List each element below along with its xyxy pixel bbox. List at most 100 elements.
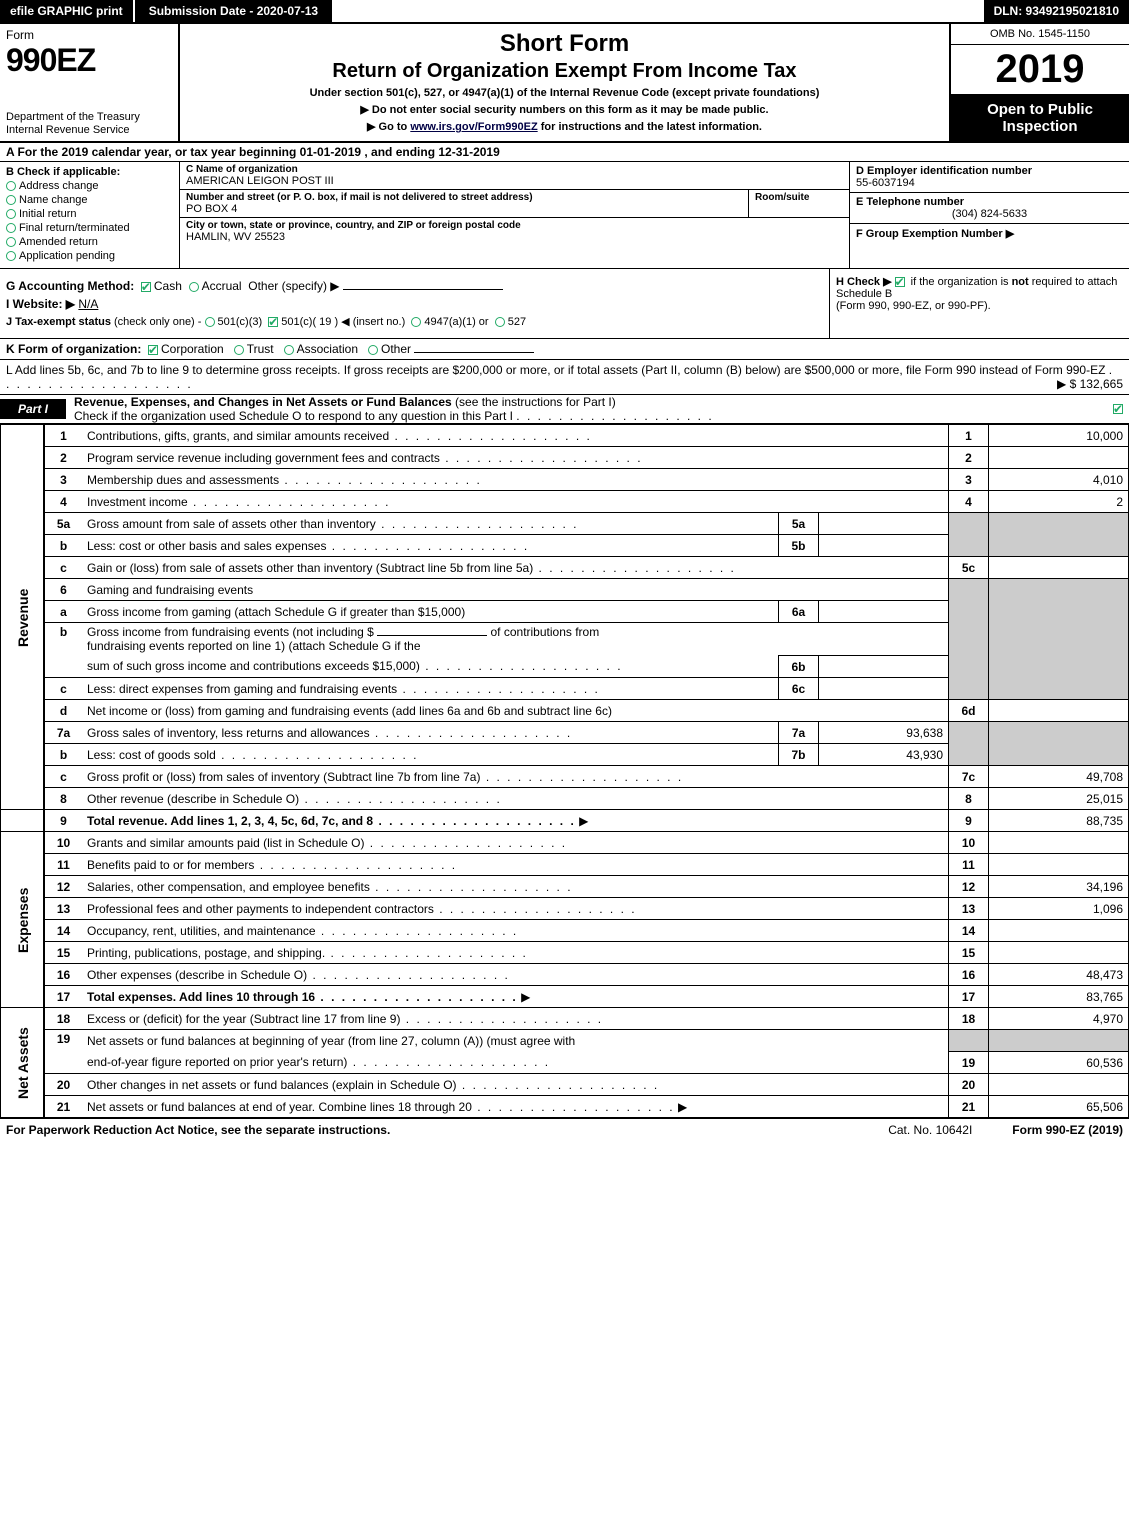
tax-year: 2019 [951, 45, 1129, 95]
cash-checkbox[interactable] [141, 282, 151, 292]
l20-amt [989, 1074, 1129, 1096]
l3-num: 3 [44, 469, 82, 491]
dln-label: DLN: 93492195021810 [984, 0, 1129, 22]
line-6d: d Net income or (loss) from gaming and f… [1, 700, 1129, 722]
header-right: OMB No. 1545-1150 2019 Open to Public In… [949, 24, 1129, 141]
part1-titleblock: Revenue, Expenses, and Changes in Net As… [74, 395, 1113, 423]
l17-desc: Total expenses. Add lines 10 through 16 [87, 990, 518, 1004]
l7a-num: 7a [44, 722, 82, 744]
g-accrual: Accrual [202, 279, 242, 293]
k-corp: Corporation [161, 342, 224, 356]
opt-application-pending: Application pending [19, 250, 115, 262]
l6c-sa [819, 678, 949, 700]
l6c-sn: 6c [779, 678, 819, 700]
l7c-num: c [44, 766, 82, 788]
efile-print-button[interactable]: efile GRAPHIC print [0, 0, 135, 22]
org-name-label: C Name of organization [186, 164, 843, 175]
k-corp-checkbox[interactable] [148, 345, 158, 355]
l15-num: 15 [44, 942, 82, 964]
l6b-amount-input[interactable] [377, 635, 487, 636]
l-amount: ▶ $ 132,665 [1057, 377, 1123, 391]
l13-amt: 1,096 [989, 898, 1129, 920]
l8-desc: Other revenue (describe in Schedule O) [87, 792, 502, 806]
l1-rnum: 1 [949, 425, 989, 447]
l1-num: 1 [44, 425, 82, 447]
l5a-desc: Gross amount from sale of assets other t… [87, 517, 579, 531]
l6b-sa [819, 656, 949, 678]
omb-number: OMB No. 1545-1150 [951, 24, 1129, 45]
j-501c-radio[interactable] [268, 317, 278, 327]
ein-cell: D Employer identification number 55-6037… [850, 162, 1129, 193]
h-checkbox[interactable] [895, 277, 905, 287]
l13-rnum: 13 [949, 898, 989, 920]
l3-desc: Membership dues and assessments [87, 473, 482, 487]
l6c-desc: Less: direct expenses from gaming and fu… [87, 682, 600, 696]
l17-rnum: 17 [949, 986, 989, 1008]
l8-rnum: 8 [949, 788, 989, 810]
j-4947-radio[interactable] [411, 317, 421, 327]
final-return-checkbox[interactable] [6, 223, 16, 233]
k-other: Other [381, 342, 411, 356]
address-change-checkbox[interactable] [6, 181, 16, 191]
line-12: 12 Salaries, other compensation, and emp… [1, 876, 1129, 898]
k-other-checkbox[interactable] [368, 345, 378, 355]
col-b-checkboxes: B Check if applicable: Address change Na… [0, 162, 180, 268]
open-to-public: Open to Public Inspection [951, 95, 1129, 141]
l6d-amt [989, 700, 1129, 722]
name-change-checkbox[interactable] [6, 195, 16, 205]
k-other-input[interactable] [414, 352, 534, 353]
l7ab-shade1 [949, 722, 989, 766]
netassets-side-label: Net Assets [1, 1008, 45, 1118]
l6d-desc: Net income or (loss) from gaming and fun… [82, 700, 949, 722]
j-501c3-radio[interactable] [205, 317, 215, 327]
l1-amt: 10,000 [989, 425, 1129, 447]
l21-rnum: 21 [949, 1096, 989, 1118]
l10-num: 10 [44, 832, 82, 854]
title-return: Return of Organization Exempt From Incom… [190, 60, 939, 83]
l5b-num: b [44, 535, 82, 557]
g-other-input[interactable] [343, 289, 503, 290]
revenue-side-label: Revenue [1, 425, 45, 810]
row-k: K Form of organization: Corporation Trus… [0, 339, 1129, 360]
part1-schedule-o-checkbox[interactable] [1113, 404, 1123, 414]
group-exemption-label: F Group Exemption Number ▶ [856, 228, 1014, 240]
line-5c: c Gain or (loss) from sale of assets oth… [1, 557, 1129, 579]
l2-num: 2 [44, 447, 82, 469]
col-def: D Employer identification number 55-6037… [849, 162, 1129, 268]
line-5a: 5a Gross amount from sale of assets othe… [1, 513, 1129, 535]
g-label: G Accounting Method: [6, 279, 134, 293]
initial-return-checkbox[interactable] [6, 209, 16, 219]
irs-link[interactable]: www.irs.gov/Form990EZ [410, 121, 537, 133]
col-c-org-info: C Name of organization AMERICAN LEIGON P… [180, 162, 849, 268]
l12-desc: Salaries, other compensation, and employ… [87, 880, 573, 894]
ein-value: 55-6037194 [856, 177, 915, 189]
k-trust: Trust [247, 342, 274, 356]
k-trust-checkbox[interactable] [234, 345, 244, 355]
l12-rnum: 12 [949, 876, 989, 898]
k-assoc-checkbox[interactable] [284, 345, 294, 355]
l18-num: 18 [44, 1008, 82, 1030]
l14-amt [989, 920, 1129, 942]
gh-left: G Accounting Method: Cash Accrual Other … [0, 269, 829, 338]
l21-amt: 65,506 [989, 1096, 1129, 1118]
l10-desc: Grants and similar amounts paid (list in… [87, 836, 567, 850]
l3-amt: 4,010 [989, 469, 1129, 491]
j-o4: 527 [508, 316, 526, 328]
h-text3: (Form 990, 990-EZ, or 990-PF). [836, 300, 991, 312]
l19-shade1 [949, 1030, 989, 1052]
row-h: H Check ▶ if the organization is not req… [829, 269, 1129, 338]
dept-treasury: Department of the Treasury [6, 111, 140, 123]
line-14: 14 Occupancy, rent, utilities, and maint… [1, 920, 1129, 942]
l5c-amt [989, 557, 1129, 579]
g-cash: Cash [154, 279, 182, 293]
accrual-checkbox[interactable] [189, 282, 199, 292]
header-center: Short Form Return of Organization Exempt… [180, 24, 949, 141]
line-19b: end-of-year figure reported on prior yea… [1, 1052, 1129, 1074]
amended-return-checkbox[interactable] [6, 237, 16, 247]
street-label: Number and street (or P. O. box, if mail… [186, 192, 742, 203]
application-pending-checkbox[interactable] [6, 251, 16, 261]
goto-prefix: ▶ Go to [367, 121, 410, 133]
l17-num: 17 [44, 986, 82, 1008]
j-527-radio[interactable] [495, 317, 505, 327]
l12-amt: 34,196 [989, 876, 1129, 898]
